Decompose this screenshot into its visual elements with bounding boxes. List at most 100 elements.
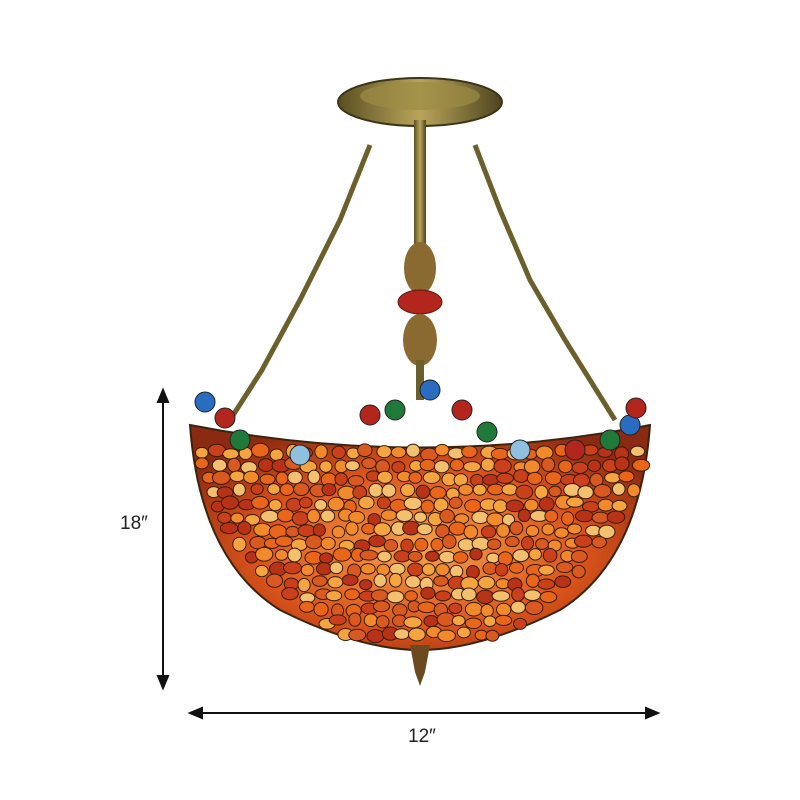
pebble (544, 509, 559, 523)
pebble (451, 614, 466, 627)
pebble (400, 483, 416, 497)
pebble (383, 539, 399, 552)
pebble (265, 573, 284, 588)
pebble (542, 548, 558, 563)
pebble (525, 524, 540, 537)
pebble (320, 536, 336, 551)
pebble (377, 550, 392, 563)
pebble (327, 576, 344, 589)
pebble (347, 474, 365, 487)
pebble (517, 508, 531, 523)
pebble (570, 549, 588, 563)
pebble (526, 471, 543, 486)
pebble (275, 471, 289, 486)
pebble (357, 443, 373, 458)
pebble (535, 537, 549, 550)
pebble (417, 601, 437, 614)
pebble (434, 443, 450, 457)
pebble (566, 496, 584, 508)
pebble (381, 483, 397, 498)
pebble (537, 578, 556, 590)
pebble (483, 615, 497, 628)
pebble (314, 444, 328, 460)
jewel-trim (194, 379, 647, 466)
pebble (463, 461, 482, 473)
pebble (257, 458, 274, 472)
pebble (319, 552, 334, 564)
jewel (384, 399, 406, 421)
pebble (358, 495, 375, 510)
pebble (461, 445, 478, 459)
pebble (287, 470, 303, 485)
pebble (230, 512, 245, 524)
jewel (194, 391, 216, 413)
ceiling-canopy (337, 77, 503, 127)
pebble (251, 495, 270, 510)
pebble (587, 459, 602, 473)
pebble (469, 547, 483, 561)
pebble (413, 511, 428, 523)
pebble (404, 590, 418, 602)
pebble (276, 508, 295, 523)
pebble (267, 483, 281, 496)
pebble (541, 457, 556, 472)
pebble (548, 485, 562, 498)
pebble (291, 511, 310, 526)
pebble (419, 458, 436, 472)
pebble (535, 445, 554, 460)
pebble (593, 484, 612, 498)
pebble (393, 628, 410, 640)
pebble (298, 496, 313, 509)
pebble (220, 495, 240, 510)
pebble (523, 589, 542, 601)
pebble (496, 472, 514, 484)
pebble (254, 564, 269, 578)
pebble (486, 483, 505, 496)
pebble (408, 471, 423, 484)
pebble (491, 590, 511, 602)
pebble (274, 535, 294, 548)
pebble (312, 523, 326, 537)
pebble (591, 511, 610, 524)
pebble (348, 628, 367, 642)
pebble (465, 565, 480, 579)
pebble (300, 563, 315, 577)
pebble (243, 470, 260, 484)
pebble (345, 460, 360, 472)
pebble (435, 524, 450, 539)
jewel (564, 439, 586, 461)
pebble (496, 602, 512, 617)
jewel (289, 444, 311, 466)
pebble (390, 446, 407, 459)
pebble (420, 499, 435, 514)
pebble (395, 509, 414, 523)
pebble (360, 563, 376, 575)
pebble (539, 591, 558, 604)
pebble (283, 561, 302, 575)
pebble (334, 472, 348, 486)
pebble (376, 496, 391, 510)
pebble (348, 612, 362, 627)
pebble (313, 601, 329, 617)
pebble (567, 523, 582, 535)
pebble (368, 482, 384, 498)
pebble (611, 482, 626, 496)
pebble (430, 537, 444, 552)
pebble (505, 499, 525, 513)
pebble (629, 445, 646, 457)
pebble (269, 448, 284, 462)
width-label: 12″ (408, 726, 436, 747)
pebble (315, 562, 333, 576)
pebble (259, 473, 276, 485)
pebble (464, 617, 483, 630)
pebble (456, 626, 471, 639)
pebble (627, 483, 641, 498)
pebble (388, 572, 403, 588)
center-rod (397, 120, 443, 400)
pebble (461, 587, 477, 602)
pebble (405, 443, 421, 458)
pebble (524, 498, 539, 512)
pebble (448, 602, 463, 614)
pebble (614, 456, 630, 472)
